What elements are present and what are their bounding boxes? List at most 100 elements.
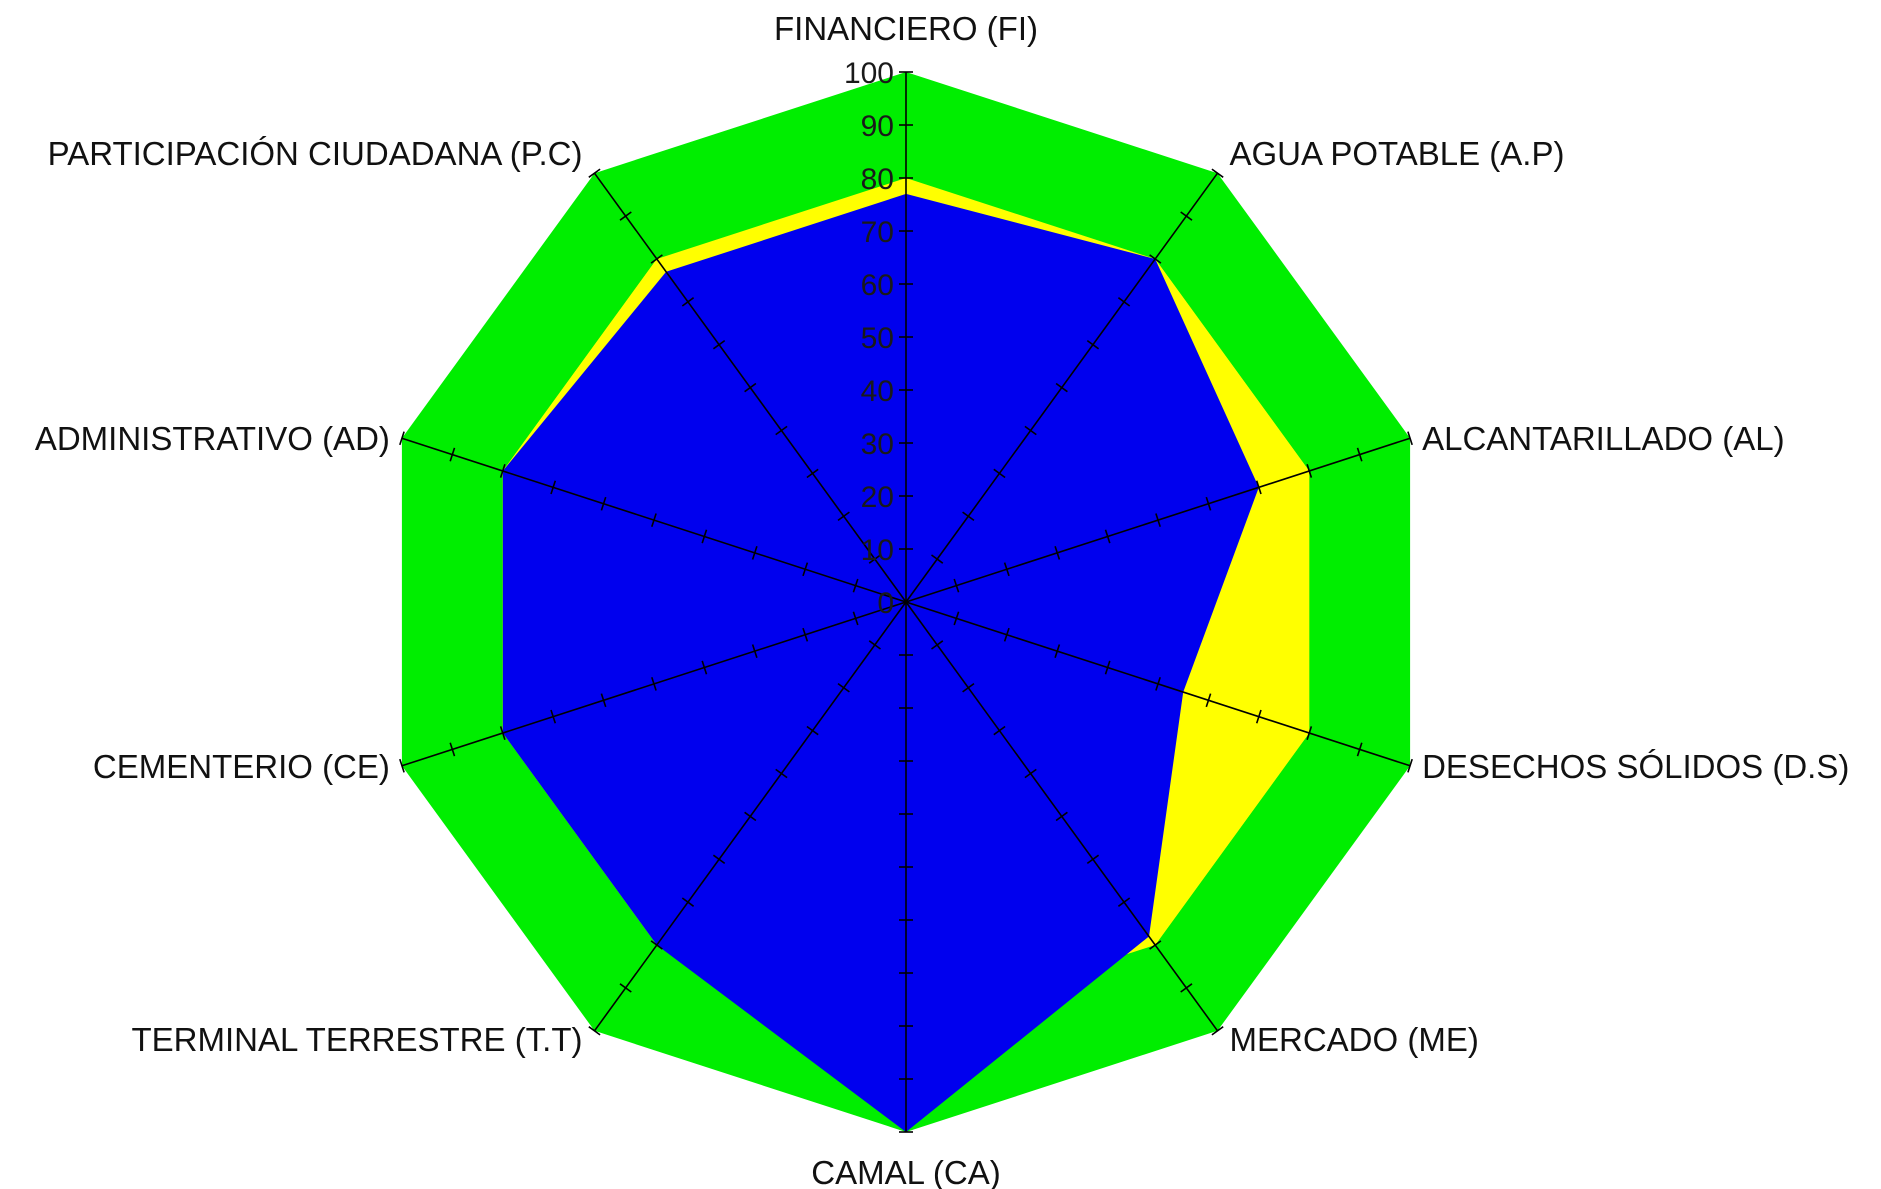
category-label: ADMINISTRATIVO (AD) (35, 420, 390, 457)
tick-mark (1205, 496, 1212, 511)
tick-mark (449, 742, 456, 757)
tick-mark (1155, 513, 1161, 528)
tick-mark (751, 644, 758, 659)
category-label: CEMENTERIO (CE) (93, 748, 390, 785)
tick-mark (1024, 425, 1037, 436)
tick-mark (1407, 758, 1413, 773)
tick-mark (1356, 447, 1363, 462)
tick-mark (806, 725, 819, 736)
tick-mark (1104, 660, 1111, 675)
tick-mark (681, 897, 695, 907)
tick-mark (1054, 545, 1061, 560)
category-label: PARTICIPACIÓN CIUDADANA (P.C) (48, 135, 583, 172)
tick-mark (712, 339, 726, 350)
tick-mark (449, 447, 456, 462)
tick-mark (1407, 431, 1413, 446)
tick-label: 30 (861, 428, 894, 461)
tick-label: 70 (861, 216, 894, 249)
tick-mark (650, 940, 663, 950)
category-label: FINANCIERO (FI) (774, 10, 1038, 47)
category-label: MERCADO (ME) (1230, 1021, 1479, 1058)
tick-mark (1306, 464, 1313, 478)
tick-mark (1149, 940, 1162, 950)
tick-mark (1255, 709, 1262, 724)
tick-label: 0 (877, 587, 894, 620)
tick-mark (751, 545, 758, 560)
tick-mark (1356, 742, 1363, 757)
tick-mark (1104, 529, 1111, 544)
tick-mark (712, 854, 726, 865)
tick-mark (1211, 168, 1224, 178)
tick-mark (1055, 811, 1068, 822)
tick-mark (1180, 983, 1193, 993)
tick-mark (550, 709, 557, 724)
tick-mark (499, 464, 506, 478)
tick-mark (852, 611, 859, 626)
tick-mark (550, 480, 557, 495)
tick-mark (1180, 211, 1193, 221)
tick-mark (619, 211, 632, 221)
tick-mark (1086, 854, 1100, 865)
tick-mark (1155, 676, 1161, 691)
tick-mark (744, 811, 757, 822)
tick-mark (868, 554, 881, 564)
tick-mark (681, 297, 695, 307)
tick-label: 50 (861, 322, 894, 355)
category-label: ALCANTARILLADO (AL) (1422, 420, 1784, 457)
tick-mark (1211, 1026, 1224, 1036)
category-label: TERMINAL TERRESTRE (T.T) (131, 1021, 582, 1058)
tick-mark (931, 640, 944, 650)
tick-mark (1149, 254, 1162, 264)
tick-mark (744, 382, 757, 393)
tick-mark (775, 425, 788, 436)
tick-mark (953, 578, 960, 593)
tick-mark (650, 254, 663, 264)
tick-mark (588, 1026, 601, 1036)
tick-mark (619, 983, 632, 993)
tick-mark (1086, 339, 1100, 350)
tick-mark (1054, 644, 1061, 659)
tick-mark (701, 529, 708, 544)
tick-mark (600, 496, 607, 511)
tick-mark (931, 554, 944, 564)
tick-mark (399, 431, 405, 446)
category-label: AGUA POTABLE (A.P) (1230, 135, 1565, 172)
tick-label: 90 (861, 110, 894, 143)
tick-mark (499, 726, 506, 740)
tick-mark (837, 511, 850, 522)
tick-mark (600, 693, 607, 708)
tick-mark (837, 682, 850, 693)
tick-label: 60 (861, 269, 894, 302)
tick-mark (701, 660, 708, 675)
tick-label: 10 (861, 534, 894, 567)
tick-mark (399, 758, 405, 773)
tick-mark (953, 611, 960, 626)
tick-mark (993, 725, 1006, 736)
tick-mark (1117, 897, 1131, 907)
category-label: DESECHOS SÓLIDOS (D.S) (1422, 748, 1849, 785)
tick-mark (651, 676, 657, 691)
tick-label: 100 (844, 57, 894, 90)
labels-layer: FINANCIERO (FI) AGUA POTABLE (A.P) ALCANTA… (35, 10, 1850, 1189)
tick-mark (1205, 693, 1212, 708)
tick-mark (1117, 297, 1131, 307)
tick-mark (1003, 562, 1010, 577)
tick-mark (802, 627, 809, 642)
tick-mark (1255, 480, 1262, 495)
tick-label: 20 (861, 481, 894, 514)
tick-label: 40 (861, 375, 894, 408)
tick-mark (962, 511, 975, 522)
tick-mark (993, 468, 1006, 479)
tick-mark (775, 768, 788, 779)
tick-mark (1306, 726, 1313, 740)
tick-mark (588, 168, 601, 178)
tick-mark (1024, 768, 1037, 779)
tick-mark (651, 513, 657, 528)
tick-mark (962, 682, 975, 693)
tick-mark (1003, 627, 1010, 642)
tick-label: 80 (861, 163, 894, 196)
tick-mark (1055, 382, 1068, 393)
tick-mark (806, 468, 819, 479)
tick-mark (802, 562, 809, 577)
